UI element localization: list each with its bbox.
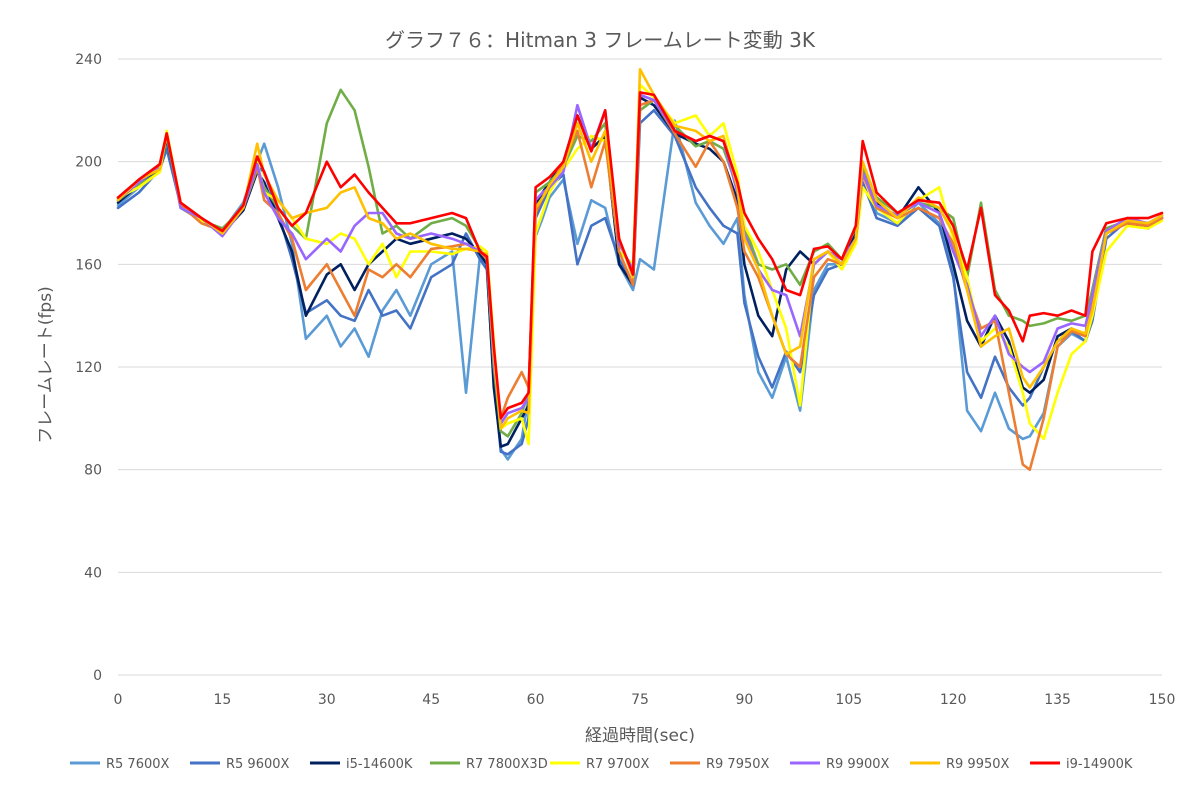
legend-label: R5 7600X [106, 757, 170, 772]
x-tick-label: 90 [735, 692, 753, 708]
legend-item: i9-14900K [1030, 757, 1133, 772]
legend: R5 7600X R5 9600X i5-14600K R7 7800X3D R7 97… [70, 757, 1133, 772]
legend-label: R9 9900X [826, 757, 890, 772]
legend-label: i5-14600K [346, 757, 413, 772]
series-lines [116, 68, 1164, 472]
legend-item: R9 7950X [670, 757, 770, 772]
x-tick-label: 0 [114, 692, 123, 708]
series-line-r5-9600x [116, 109, 1164, 456]
chart-title: グラフ７６：Hitman 3 フレームレート変動 3K [385, 28, 816, 52]
x-tick-label: 135 [1044, 692, 1071, 708]
y-tick-label: 240 [75, 52, 102, 68]
y-tick-label: 200 [75, 155, 102, 171]
x-tick-label: 75 [631, 692, 649, 708]
legend-label: R5 9600X [226, 757, 290, 772]
legend-item: i5-14600K [310, 757, 413, 772]
x-tick-label: 105 [835, 692, 862, 708]
y-tick-label: 160 [75, 257, 102, 273]
x-tick-label: 120 [940, 692, 967, 708]
y-tick-label: 80 [84, 463, 102, 479]
legend-item: R7 9700X [550, 757, 650, 772]
legend-item: R9 9900X [790, 757, 890, 772]
legend-item: R5 7600X [70, 757, 170, 772]
legend-label: i9-14900K [1066, 757, 1133, 772]
x-tick-label: 60 [527, 692, 545, 708]
series-line-i9-14900k [116, 91, 1164, 420]
y-tick-label: 40 [84, 565, 102, 581]
y-tick-label: 0 [93, 668, 102, 684]
legend-item: R7 7800X3D [430, 757, 548, 772]
legend-label: R7 9700X [586, 757, 650, 772]
series-line-r9-7950x [116, 98, 1164, 472]
series-line-r5-7600x [116, 119, 1164, 461]
y-tick-label: 120 [75, 360, 102, 376]
legend-label: R9 7950X [706, 757, 770, 772]
x-tick-label: 150 [1149, 692, 1176, 708]
series-line-i5-14600k [116, 96, 1164, 448]
x-tick-label: 30 [318, 692, 336, 708]
legend-label: R7 7800X3D [466, 757, 548, 772]
y-axis-title: フレームレート(fps) [36, 286, 56, 443]
x-tick-label: 45 [422, 692, 440, 708]
legend-item: R9 9950X [910, 757, 1010, 772]
legend-item: R5 9600X [190, 757, 290, 772]
x-axis-title: 経過時間(sec) [585, 726, 695, 746]
legend-label: R9 9950X [946, 757, 1010, 772]
tick-labels: 0 40 80 120 160 200 240 0 15 30 45 60 75 90 105 120 135 1… [75, 52, 1175, 708]
x-tick-label: 15 [213, 692, 231, 708]
